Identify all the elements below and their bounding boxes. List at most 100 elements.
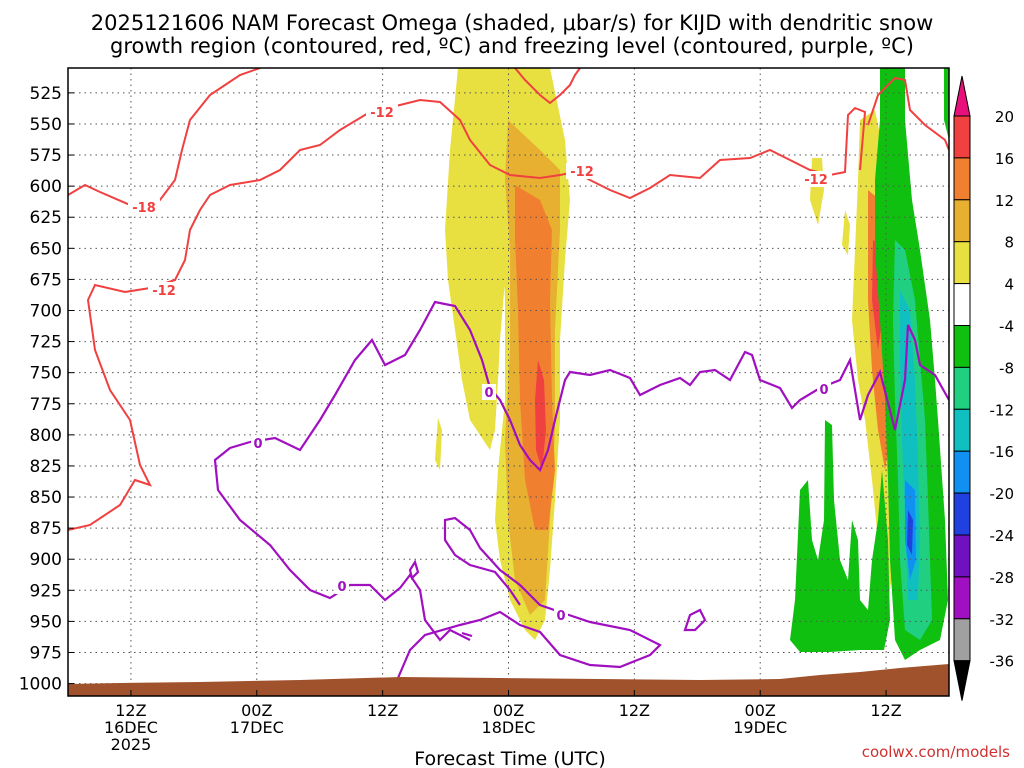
- grid-lines: [68, 68, 949, 696]
- colorbar-box: [953, 492, 971, 536]
- x-tick-label: 2025: [111, 735, 152, 754]
- contour-minus18: [68, 68, 261, 207]
- colorbar-label: -36: [990, 653, 1015, 671]
- y-tick-label: 775: [30, 395, 62, 415]
- contour-0-c: [396, 516, 662, 679]
- contour-0-small: [683, 608, 707, 632]
- y-tick-label: 850: [30, 488, 62, 508]
- y-tick-label: 975: [30, 643, 62, 663]
- y-tick-label: 700: [30, 301, 62, 321]
- omega-region-yellow-2: [435, 418, 442, 470]
- omega-region-red: [535, 360, 546, 470]
- contour-minus12-upper: [514, 68, 581, 105]
- colorbar-box: [953, 325, 971, 368]
- label-contour-5: -12: [152, 284, 176, 299]
- y-tick-label: 575: [30, 146, 62, 166]
- colorbar-label: 12: [995, 192, 1014, 210]
- y-tick-label: 950: [30, 612, 62, 632]
- y-tick-label: 625: [30, 208, 62, 228]
- x-tick-label: 12Z: [619, 701, 650, 720]
- dendritic-contours: [68, 68, 949, 531]
- y-axis: 525 550 575 600 625 650 675 700 725 750 775 800 825 8…: [19, 84, 74, 695]
- colorbar-box: [953, 241, 971, 285]
- x-tick-label: 18DEC: [482, 718, 536, 737]
- contour-0-dash: [461, 631, 473, 638]
- colorbar-box: [953, 534, 971, 578]
- colorbar-box: [953, 283, 971, 327]
- colorbar-bottom-arrow: [953, 660, 971, 701]
- omega-region-orange: [515, 185, 555, 530]
- colorbar-label: -12: [990, 401, 1015, 419]
- colorbar-label: -4: [999, 318, 1014, 336]
- label-contour-4: -18: [132, 201, 156, 216]
- label-contour-2: -12: [570, 165, 594, 180]
- y-tick-label: 650: [30, 239, 62, 259]
- surface-terrain: [68, 664, 949, 696]
- y-tick-label: 525: [30, 84, 62, 104]
- omega-region-dark-blue: [907, 510, 913, 555]
- x-tick-label: 12Z: [115, 701, 146, 720]
- contour-0-blob: [408, 559, 420, 581]
- x-tick-label: 12Z: [870, 701, 901, 720]
- label-freezing-1: 0: [253, 437, 262, 452]
- contour-minus12-main: [68, 98, 867, 531]
- label-freezing-2: 0: [484, 386, 493, 401]
- colorbar-box: [953, 576, 971, 620]
- label-freezing-4: 0: [337, 580, 346, 595]
- y-tick-label: 1000: [19, 675, 62, 695]
- credit-text: coolwx.com/models: [862, 743, 1010, 761]
- colorbar-label: -24: [990, 527, 1015, 545]
- y-tick-label: 900: [30, 550, 62, 570]
- x-axis-title: Forecast Time (UTC): [414, 748, 605, 768]
- contour-labels: -12 -12 -12 -18 -12 0 0 0 0 0: [128, 104, 832, 624]
- colorbar-box: [953, 408, 971, 452]
- y-tick-label: 600: [30, 177, 62, 197]
- colorbar-label: -16: [990, 443, 1015, 461]
- colorbar-box: [953, 366, 971, 410]
- colorbar: 20 16 12 8 4 -4 -8 -12 -16 -20 -24 -28 -32 -36: [953, 75, 1015, 701]
- y-tick-label: 825: [30, 457, 62, 477]
- label-contour-3: -12: [804, 173, 828, 188]
- chart-title-line2: growth region (contoured, red, ºC) and f…: [110, 34, 914, 58]
- colorbar-box: [953, 157, 971, 201]
- colorbar-label: -32: [990, 611, 1015, 629]
- x-tick-label: 00Z: [493, 701, 524, 720]
- y-tick-label: 725: [30, 333, 62, 353]
- y-tick-label: 675: [30, 270, 62, 290]
- x-tick-label: 17DEC: [230, 718, 284, 737]
- x-tick-label: 16DEC: [104, 718, 158, 737]
- y-tick-label: 550: [30, 115, 62, 135]
- contour-0-a: [213, 440, 471, 642]
- colorbar-label: 20: [995, 108, 1014, 126]
- x-tick-label: 12Z: [367, 701, 398, 720]
- x-tick-label: 00Z: [241, 701, 272, 720]
- contour-0-b: [249, 300, 949, 472]
- freezing-level-contours: [213, 300, 949, 679]
- omega-region-yellow-5: [842, 210, 850, 255]
- colorbar-label: 8: [1004, 234, 1014, 252]
- x-tick-label: 19DEC: [733, 718, 787, 737]
- label-freezing-5: 0: [556, 609, 565, 624]
- contour-minus12-right: [867, 76, 949, 151]
- omega-region-green-1: [790, 420, 890, 652]
- colorbar-label: -28: [990, 569, 1015, 587]
- colorbar-label: -8: [999, 359, 1014, 377]
- colorbar-top-arrow: [953, 75, 971, 117]
- chart-title-line1: 2025121606 NAM Forecast Omega (shaded, μ…: [91, 11, 934, 35]
- colorbar-label: -20: [990, 485, 1015, 503]
- omega-region-green-3: [944, 68, 949, 140]
- y-tick-label: 800: [30, 426, 62, 446]
- label-contour-1: -12: [370, 106, 394, 121]
- x-tick-label: 00Z: [745, 701, 776, 720]
- y-tick-label: 750: [30, 364, 62, 384]
- colorbar-label: 16: [995, 150, 1014, 168]
- label-freezing-3: 0: [819, 383, 828, 398]
- y-tick-label: 875: [30, 519, 62, 539]
- omega-region-yellow-1: [445, 68, 510, 450]
- colorbar-box: [953, 618, 971, 662]
- y-tick-label: 925: [30, 581, 62, 601]
- colorbar-label: 4: [1004, 276, 1014, 294]
- colorbar-box: [953, 450, 971, 494]
